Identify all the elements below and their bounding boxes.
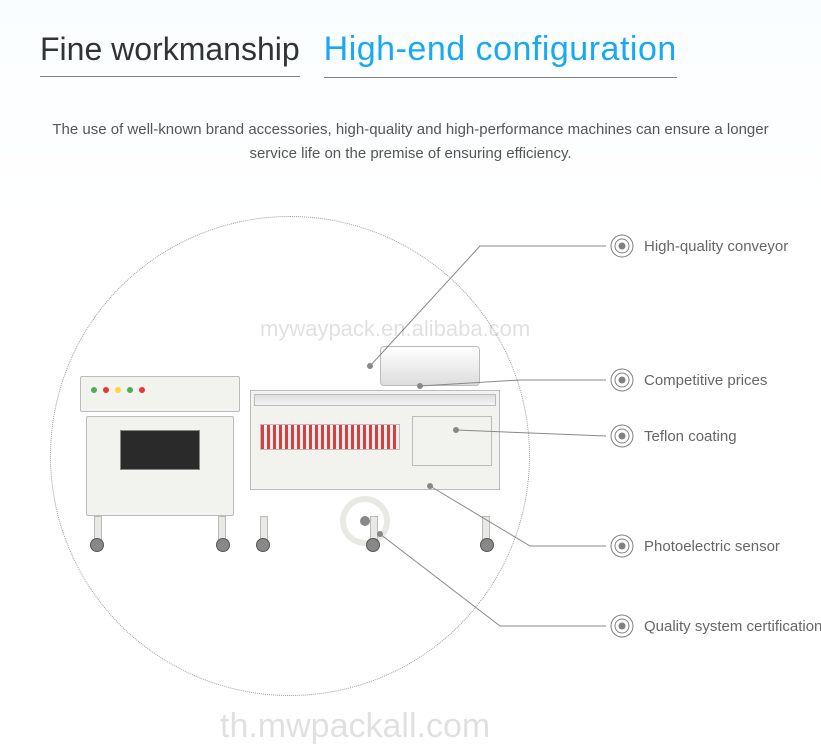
- infeed-conveyor: [260, 424, 400, 450]
- feature-label: High-quality conveyor: [644, 238, 788, 255]
- feature-item-sensor: Photoelectric sensor: [610, 534, 780, 558]
- title-dark: Fine workmanship: [40, 31, 300, 77]
- feature-item-teflon: Teflon coating: [610, 424, 737, 448]
- top-rail: [254, 394, 496, 406]
- watermark-bottom: th.mwpackall.com: [220, 707, 490, 746]
- feature-item-prices: Competitive prices: [610, 368, 767, 392]
- feature-item-certification: Quality system certification: [610, 614, 821, 638]
- film-roll: [380, 346, 480, 386]
- bullseye-icon: [610, 234, 634, 258]
- feature-label: Photoelectric sensor: [644, 538, 780, 555]
- bullseye-icon: [610, 368, 634, 392]
- machine-illustration: [80, 346, 500, 566]
- diagram-area: High-quality conveyor Competitive prices…: [0, 186, 821, 706]
- shrink-tunnel-unit: [80, 376, 240, 546]
- bullseye-icon: [610, 614, 634, 638]
- sealer-unit: [250, 346, 500, 546]
- control-panel: [80, 376, 240, 412]
- title-blue: High-end configuration: [324, 30, 677, 78]
- description-text: The use of well-known brand accessories,…: [0, 88, 821, 186]
- tunnel-opening: [120, 430, 200, 470]
- header: Fine workmanship High-end configuration: [0, 0, 821, 88]
- side-control-box: [412, 416, 492, 466]
- film-reel: [340, 496, 390, 546]
- bullseye-icon: [610, 534, 634, 558]
- feature-label: Teflon coating: [644, 428, 737, 445]
- feature-item-conveyor: High-quality conveyor: [610, 234, 788, 258]
- feature-label: Competitive prices: [644, 372, 767, 389]
- bullseye-icon: [610, 424, 634, 448]
- feature-label: Quality system certification: [644, 618, 821, 635]
